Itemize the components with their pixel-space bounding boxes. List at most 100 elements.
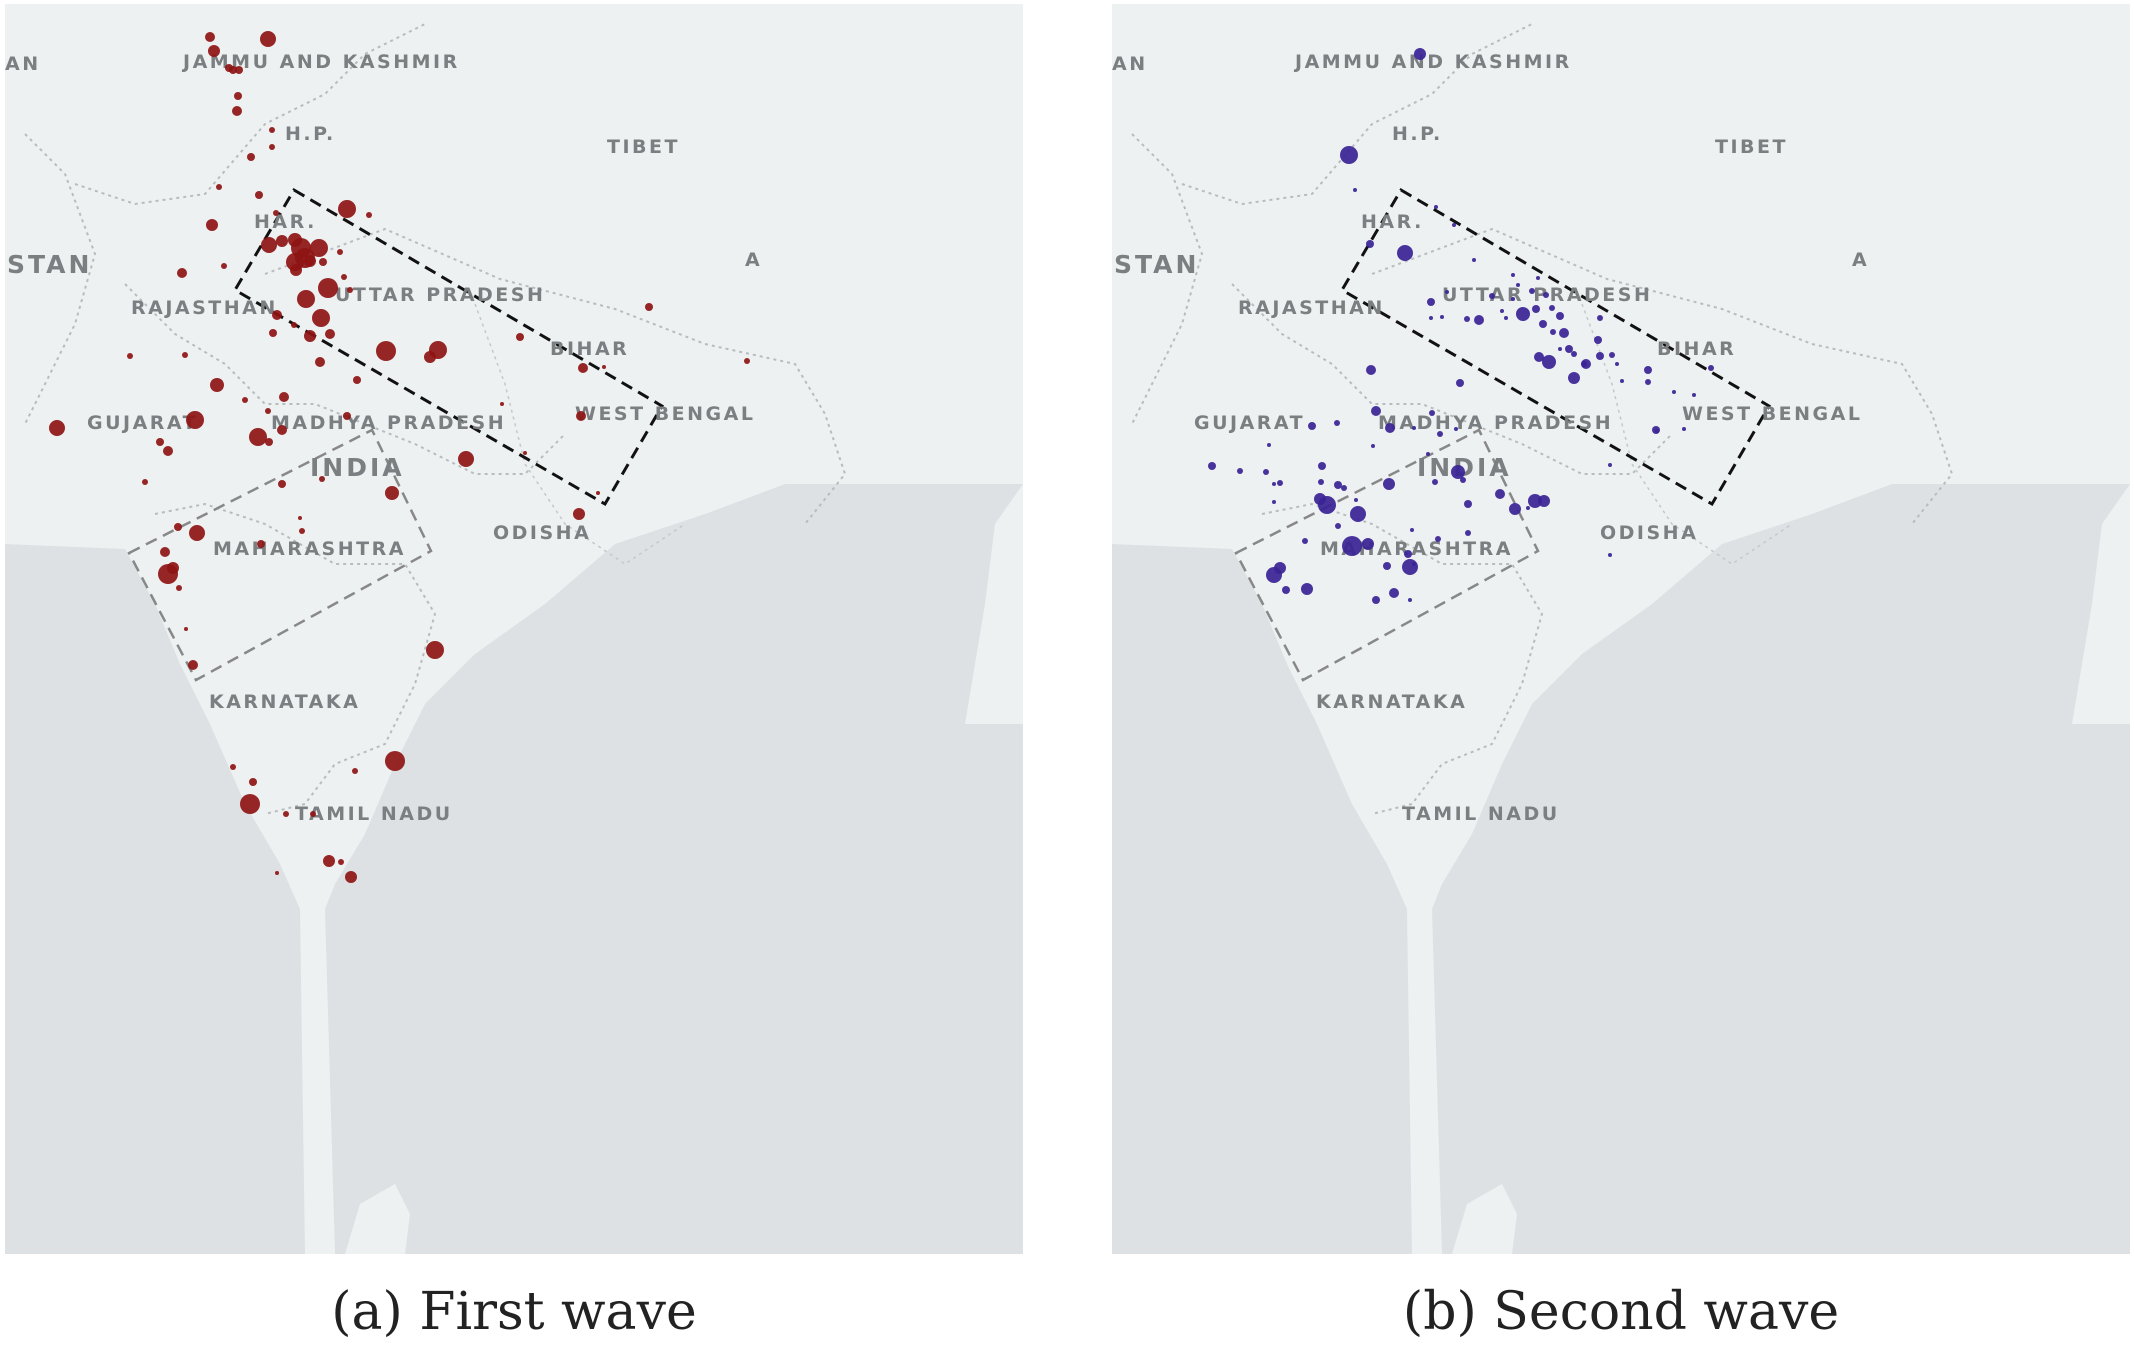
- case-marker: [1542, 355, 1556, 369]
- case-marker: [1594, 336, 1602, 344]
- case-marker: [1644, 366, 1652, 374]
- case-marker: [645, 303, 653, 311]
- case-marker: [221, 263, 227, 269]
- case-marker: [1350, 506, 1366, 522]
- case-marker: [1526, 506, 1530, 510]
- case-marker: [283, 811, 289, 817]
- case-marker: [385, 751, 405, 771]
- case-marker: [1460, 477, 1466, 483]
- case-marker: [276, 235, 288, 247]
- case-marker: [1456, 379, 1464, 387]
- case-marker: [1534, 352, 1544, 362]
- case-marker: [269, 127, 275, 133]
- case-marker: [500, 402, 504, 406]
- map-panel-first-wave: AN JAMMU AND KASHMIR H.P. TIBET HAR. STA…: [5, 4, 1023, 1254]
- case-marker: [310, 239, 328, 257]
- case-marker: [573, 508, 585, 520]
- case-marker: [269, 329, 277, 337]
- case-marker: [1452, 223, 1456, 227]
- case-marker: [265, 408, 271, 414]
- label-hp: H.P.: [285, 123, 336, 145]
- label-maharashtra: MAHARASHTRA: [213, 538, 406, 560]
- case-marker: [1334, 420, 1340, 426]
- label-gujarat: GUJARAT: [87, 412, 198, 434]
- case-marker: [376, 341, 396, 361]
- case-marker: [304, 330, 316, 342]
- case-marker: [1318, 479, 1324, 485]
- case-marker: [1516, 283, 1520, 287]
- label-tibet: TIBET: [1715, 136, 1788, 158]
- caption-first-wave: (a) First wave: [331, 1282, 697, 1342]
- label-har: HAR.: [254, 211, 317, 233]
- case-marker: [1464, 316, 1470, 322]
- case-marker: [163, 446, 173, 456]
- case-marker: [1385, 423, 1395, 433]
- case-marker: [257, 540, 265, 548]
- case-marker: [1408, 598, 1412, 602]
- case-marker: [1237, 468, 1243, 474]
- case-marker: [1434, 205, 1438, 209]
- map-labels: AN JAMMU AND KASHMIR H.P. TIBET HAR. STA…: [1112, 51, 1867, 825]
- case-marker: [234, 92, 242, 100]
- case-marker: [156, 438, 164, 446]
- case-marker: [353, 376, 361, 384]
- case-marker: [1429, 316, 1433, 320]
- case-marker: [1550, 329, 1556, 335]
- sri-lanka: [345, 1184, 410, 1254]
- case-marker: [1334, 481, 1342, 489]
- label-india: INDIA: [310, 453, 405, 482]
- case-marker: [1559, 328, 1569, 338]
- case-marker: [1472, 258, 1476, 262]
- case-marker: [1402, 559, 1418, 575]
- case-marker: [298, 516, 302, 520]
- case-marker: [1435, 536, 1441, 542]
- case-marker: [1495, 489, 1505, 499]
- gujarat-coast: [1112, 414, 1282, 544]
- case-marker: [1371, 444, 1375, 448]
- case-marker: [1371, 406, 1381, 416]
- case-marker: [1412, 426, 1416, 430]
- case-marker: [232, 106, 242, 116]
- case-marker: [1366, 365, 1376, 375]
- case-marker: [177, 268, 187, 278]
- case-marker: [1549, 305, 1555, 311]
- label-an: AN: [1112, 53, 1148, 75]
- case-markers-second-wave: [1208, 48, 1714, 604]
- case-marker: [210, 378, 224, 392]
- label-karnataka: KARNATAKA: [1316, 691, 1467, 713]
- region-box-indo-gangetic: [232, 187, 665, 507]
- map-svg-second-wave: AN JAMMU AND KASHMIR H.P. TIBET HAR. STA…: [1112, 4, 2130, 1254]
- case-marker: [352, 768, 358, 774]
- case-marker: [1432, 479, 1438, 485]
- case-marker: [1682, 427, 1686, 431]
- label-a: A: [745, 249, 762, 271]
- case-marker: [1692, 393, 1696, 397]
- case-marker: [265, 438, 273, 446]
- case-marker: [1362, 538, 1374, 550]
- case-marker: [576, 411, 586, 421]
- case-marker: [1308, 422, 1316, 430]
- case-marker: [188, 660, 198, 670]
- case-marker: [291, 322, 297, 328]
- bay-of-bengal: [325, 484, 1023, 1254]
- gujarat-coast: [5, 414, 175, 544]
- case-marker: [424, 351, 436, 363]
- case-marker: [249, 778, 257, 786]
- case-marker: [1708, 365, 1714, 371]
- case-marker: [273, 210, 279, 216]
- case-marker: [1474, 315, 1484, 325]
- case-marker: [347, 287, 353, 293]
- case-marker: [1318, 462, 1326, 470]
- label-stan: STAN: [1114, 250, 1199, 279]
- label-uttar-pradesh: UTTAR PRADESH: [335, 284, 545, 306]
- case-marker: [1516, 307, 1530, 321]
- case-marker: [323, 855, 335, 867]
- label-tamil-nadu: TAMIL NADU: [1402, 803, 1560, 825]
- case-marker: [1340, 146, 1358, 164]
- case-marker: [1366, 240, 1374, 248]
- case-marker: [127, 353, 133, 359]
- case-marker: [337, 249, 343, 255]
- case-marker: [1645, 379, 1651, 385]
- case-marker: [1620, 379, 1624, 383]
- case-marker: [1341, 485, 1347, 491]
